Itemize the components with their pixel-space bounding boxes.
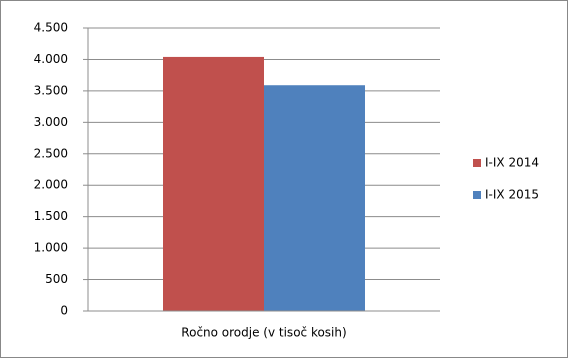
y-tick-label: 2.500	[34, 146, 68, 160]
y-tick-label: 500	[45, 272, 68, 286]
y-tick-label: 3.500	[34, 83, 68, 97]
legend-swatch	[473, 159, 481, 167]
legend-label: I-IX 2014	[485, 156, 539, 170]
x-tick-label: Ročno orodje (v tisoč kosih)	[181, 326, 346, 340]
bar	[163, 56, 264, 311]
legend-label: I-IX 2015	[485, 188, 539, 202]
y-tick-label: 1.000	[34, 241, 68, 255]
legend-swatch	[473, 191, 481, 199]
y-tick-label: 2.000	[34, 178, 68, 192]
y-tick-label: 1.500	[34, 209, 68, 223]
y-tick-label: 0	[60, 304, 68, 318]
bar	[264, 85, 365, 312]
y-tick-label: 4.000	[34, 52, 68, 66]
y-tick-label: 4.500	[34, 21, 68, 35]
y-tick-label: 3.000	[34, 115, 68, 129]
